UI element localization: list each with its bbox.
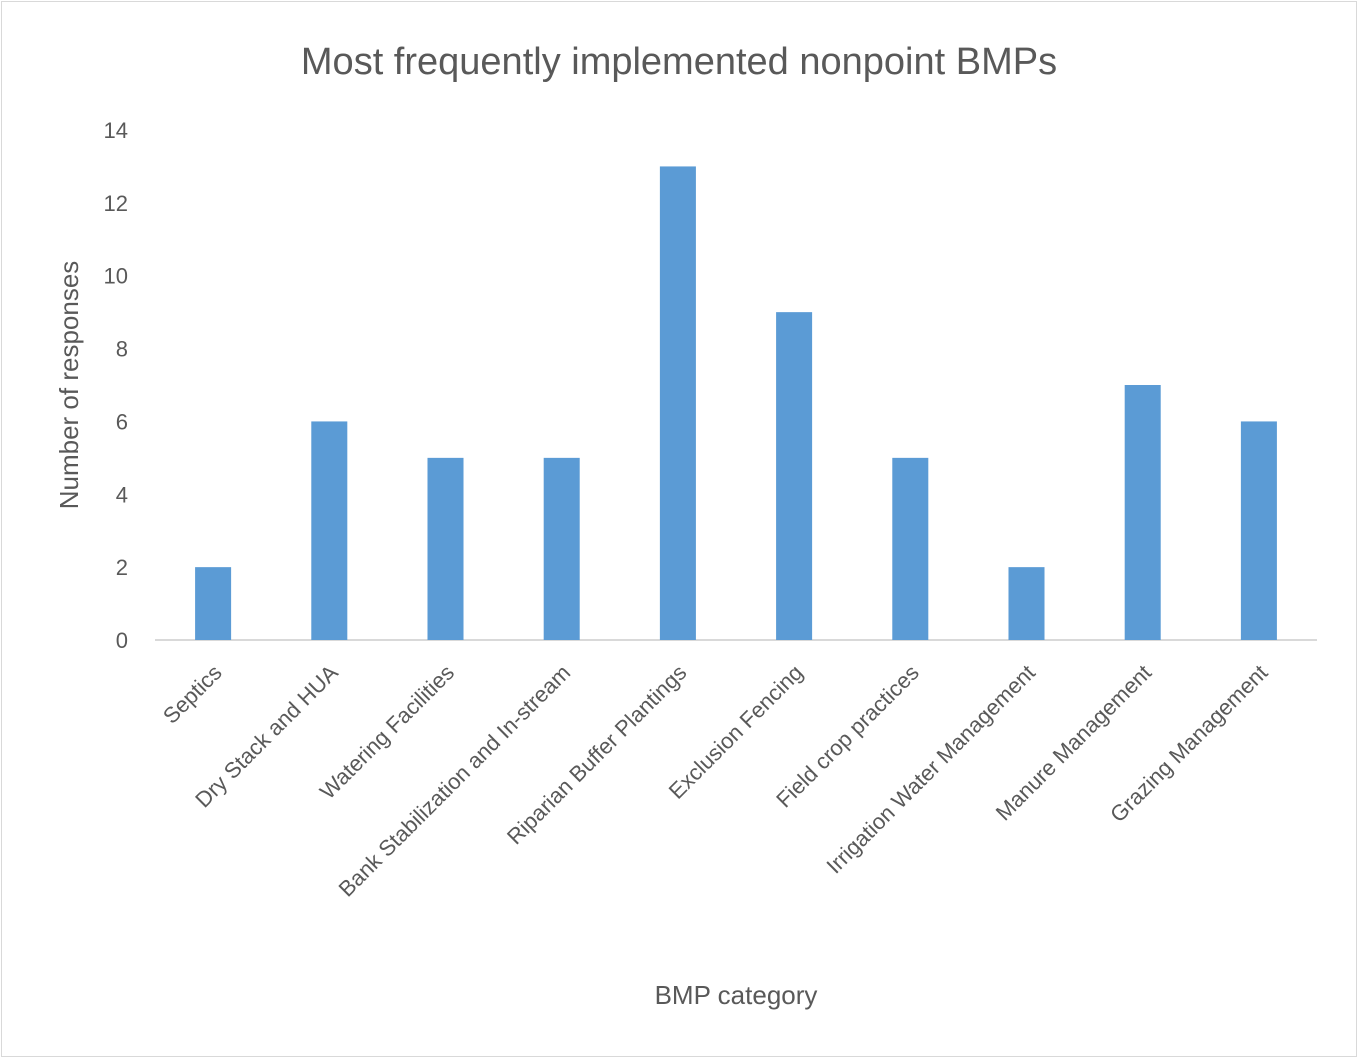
y-tick-label: 12 [104,191,128,216]
y-tick-label: 10 [104,264,128,289]
bar [776,312,813,640]
x-category-label: Septics [158,660,227,729]
y-tick-label: 8 [116,337,128,362]
y-tick-label: 14 [104,118,128,143]
y-axis-ticks: 0 2 4 6 8 10 12 14 [104,118,128,653]
bar [427,457,464,640]
bars [195,166,1277,640]
x-category-label: Irrigation Water Management [821,660,1040,879]
y-tick-label: 2 [116,555,128,580]
bar [1124,385,1161,640]
chart-title: Most frequently implemented nonpoint BMP… [301,41,1057,83]
bar [1008,567,1045,640]
y-tick-label: 0 [116,628,128,653]
x-axis-title: BMP category [655,980,818,1010]
bar [1240,421,1277,640]
y-tick-label: 4 [116,482,128,507]
x-category-label: Bank Stabilization and In-stream [334,660,576,902]
bar [311,421,348,640]
y-tick-label: 6 [116,409,128,434]
y-axis-title: Number of responses [54,261,84,510]
bar [892,457,929,640]
bar [543,457,580,640]
bar [195,567,232,640]
bar [659,166,696,640]
